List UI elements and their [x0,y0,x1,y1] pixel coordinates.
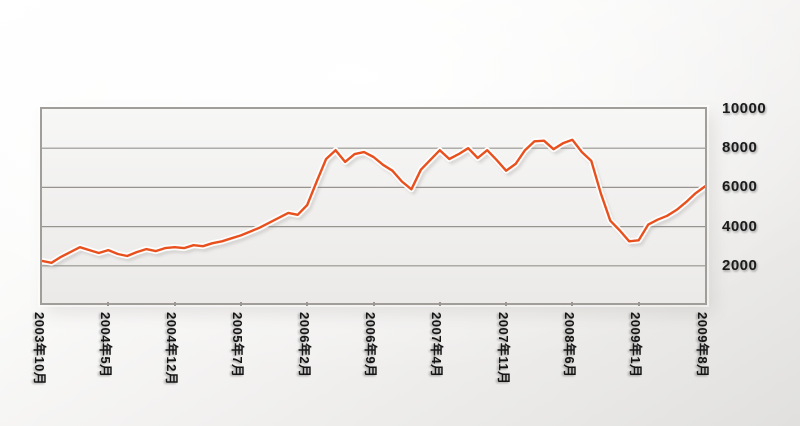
line-chart-svg [42,136,705,268]
x-axis-tick [372,302,375,306]
chart-plot-area [40,107,707,305]
x-axis-tick [637,302,640,306]
y-axis-label: 2000 [722,257,758,274]
x-axis-tick [173,302,176,306]
y-axis-label: 8000 [722,139,758,156]
x-axis-tick [107,302,110,306]
series-line [42,138,705,265]
y-axis-label: 6000 [722,178,758,195]
x-axis-tick [571,302,574,306]
x-axis-tick [438,302,441,306]
y-axis-label: 10000 [722,100,767,117]
x-axis-tick [306,302,309,306]
x-axis-tick [505,302,508,306]
x-axis-tick [239,302,242,306]
y-axis-label: 4000 [722,218,758,235]
